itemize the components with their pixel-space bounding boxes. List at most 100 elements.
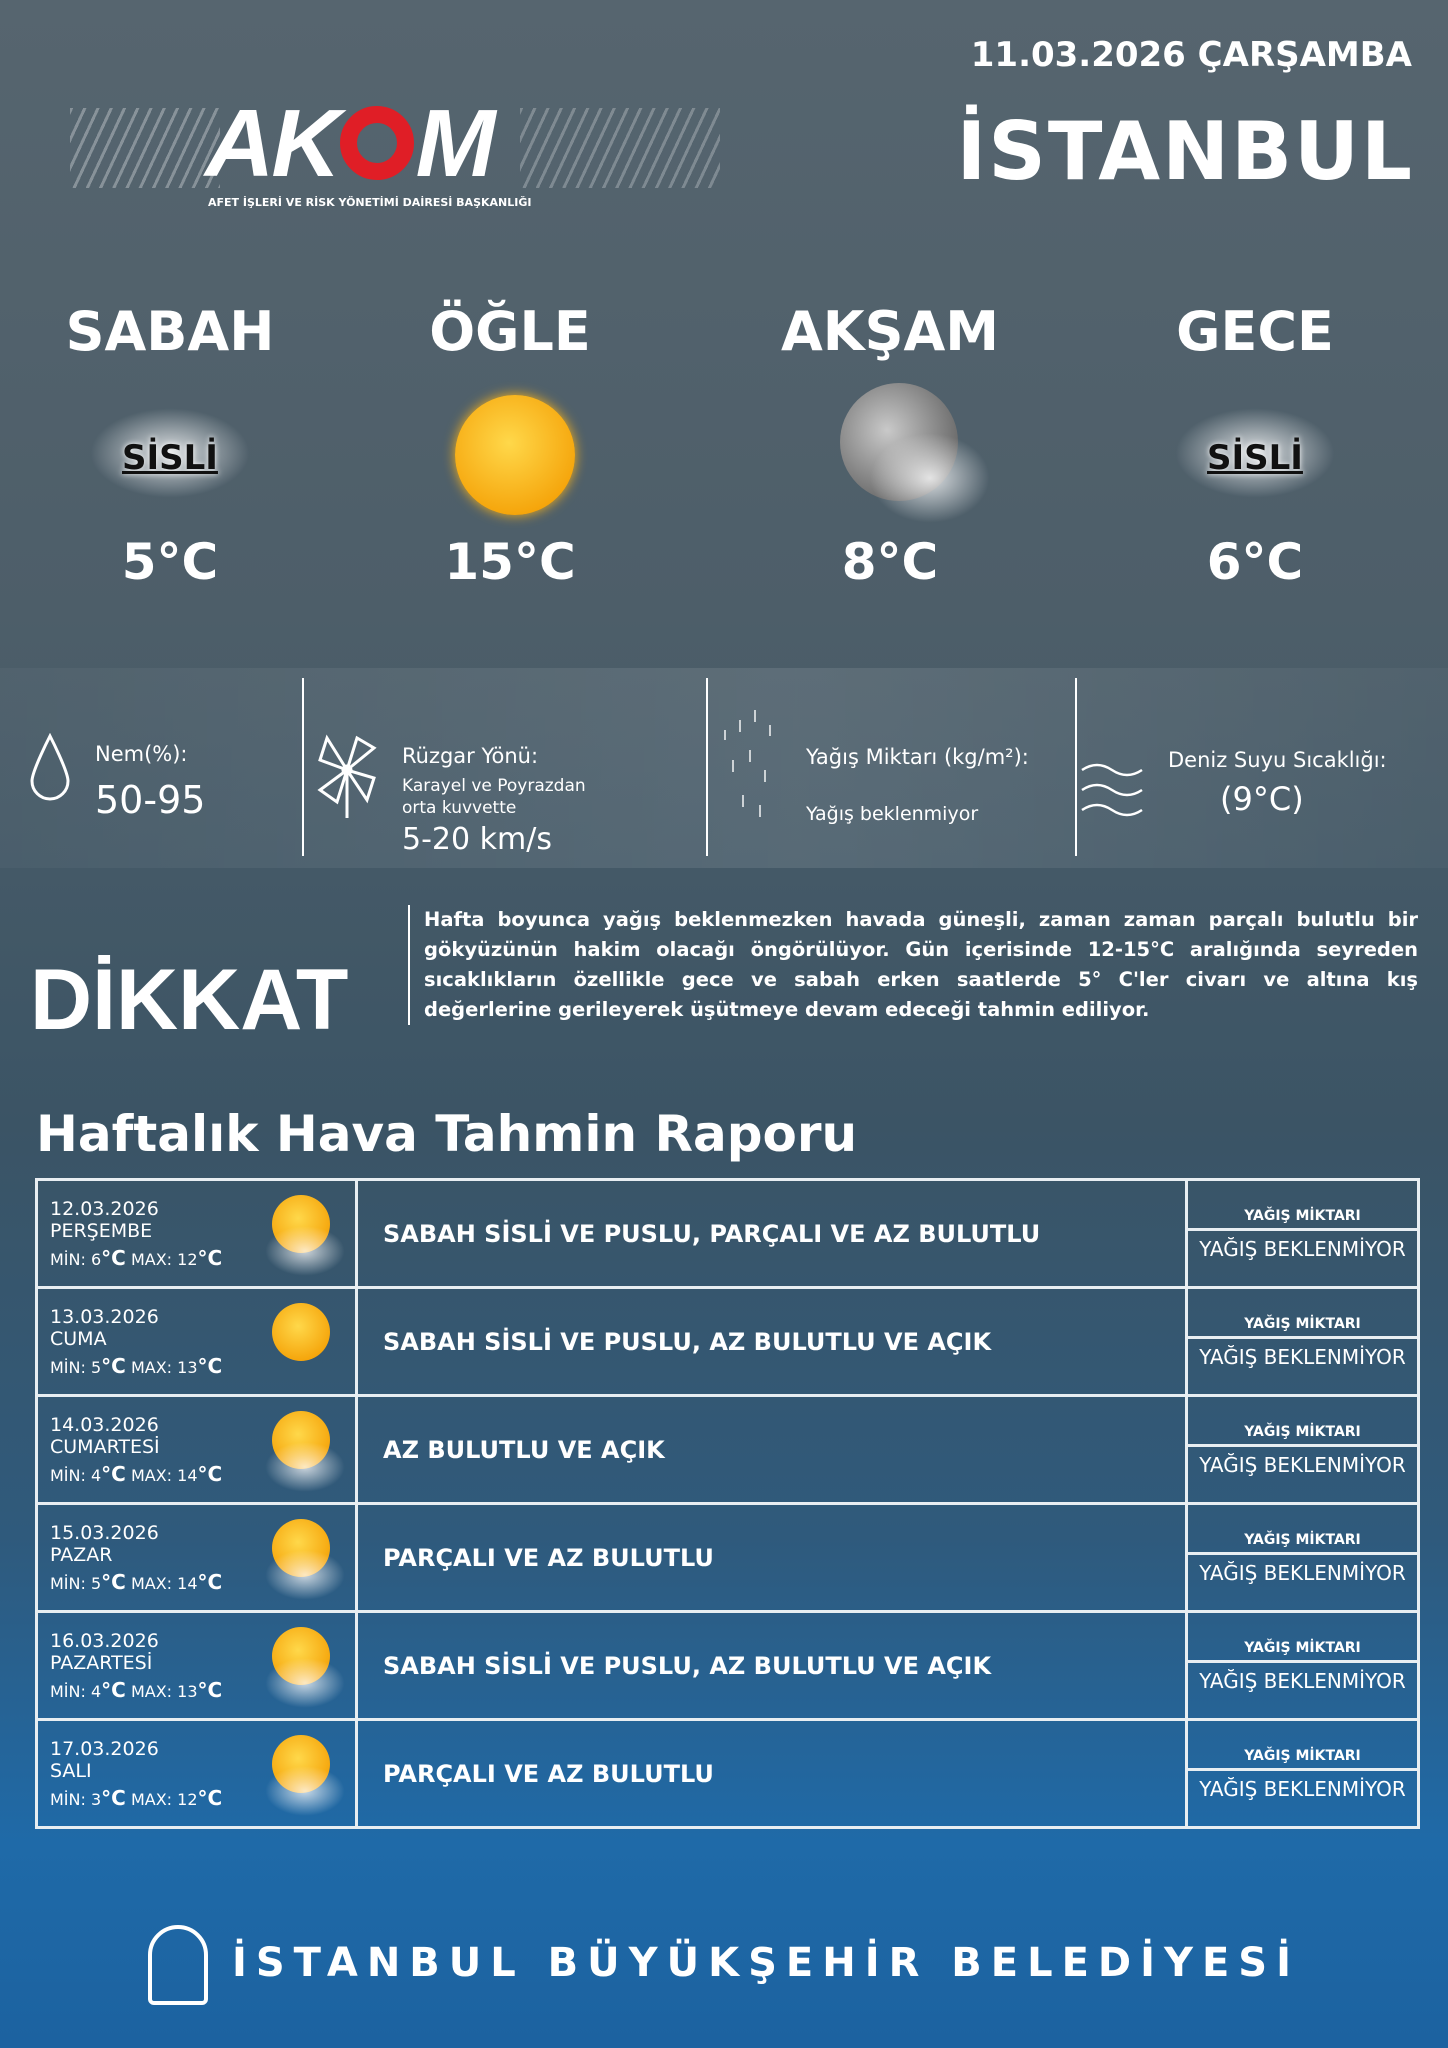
min-value: 3 [90, 1789, 102, 1809]
max-value: 13 [177, 1681, 198, 1701]
min-max: MİN: 3°C MAX: 12°C [50, 1786, 343, 1810]
forecast-description: SABAH SİSLİ VE PUSLU, PARÇALI VE AZ BULU… [355, 1178, 1188, 1289]
fog-icon: SİSLİ [1105, 363, 1405, 533]
cloud-shape [870, 433, 990, 523]
unit: °C [101, 1461, 126, 1486]
cloud-icon [265, 1442, 345, 1492]
min-label: MİN: [50, 1789, 86, 1809]
day-name: PAZAR [50, 1543, 113, 1566]
max-value: 13 [177, 1357, 198, 1377]
unit: °C [101, 1785, 126, 1810]
day-name: PAZARTESİ [50, 1651, 153, 1674]
wind-pinwheel-icon [317, 734, 377, 818]
day-cell: 17.03.2026 SALI MİN: 3°C MAX: 12°C [35, 1718, 358, 1829]
weekly-forecast-table: 12.03.2026 PERŞEMBE MİN: 6°C MAX: 12°C S… [35, 1178, 1420, 1829]
sun-icon [272, 1303, 330, 1361]
humidity-label: Nem(%): [95, 742, 188, 766]
period-title: GECE [1176, 300, 1334, 363]
ibb-logo-icon [147, 1925, 208, 2005]
day-cell: 16.03.2026 PAZARTESİ MİN: 4°C MAX: 13°C [35, 1610, 358, 1721]
rain-cell: YAĞIŞ MİKTARI YAĞIŞ BEKLENMİYOR [1185, 1610, 1420, 1721]
rain-header: YAĞIŞ MİKTARI [1188, 1201, 1417, 1231]
unit: °C [197, 1353, 223, 1378]
day-date: 14.03.2026 [50, 1413, 159, 1436]
unit: °C [197, 1245, 223, 1270]
min-label: MİN: [50, 1573, 86, 1593]
max-label: MAX: [130, 1573, 173, 1593]
min-label: MİN: [50, 1249, 86, 1269]
water-drop-icon [30, 733, 70, 801]
min-value: 5 [90, 1357, 102, 1377]
table-row: 16.03.2026 PAZARTESİ MİN: 4°C MAX: 13°C … [35, 1610, 1420, 1721]
min-value: 4 [90, 1465, 102, 1485]
unit: °C [197, 1461, 223, 1486]
day-date: 17.03.2026 [50, 1737, 159, 1760]
rain-header: YAĞIŞ MİKTARI [1188, 1741, 1417, 1771]
rain-value: YAĞIŞ BEKLENMİYOR [1199, 1344, 1406, 1369]
min-max: MİN: 4°C MAX: 13°C [50, 1678, 343, 1702]
period-2: AKŞAM 8°C [740, 300, 1040, 591]
max-value: 14 [177, 1465, 198, 1485]
unit: °C [197, 1569, 223, 1594]
info-strip [0, 668, 1448, 868]
rain-header: YAĞIŞ MİKTARI [1188, 1633, 1417, 1663]
rain-header: YAĞIŞ MİKTARI [1188, 1309, 1417, 1339]
forecast-description: AZ BULUTLU VE AÇIK [355, 1394, 1188, 1505]
min-max: MİN: 6°C MAX: 12°C [50, 1246, 343, 1270]
weekly-title: Haftalık Hava Tahmin Raporu [36, 1105, 858, 1163]
table-row: 14.03.2026 CUMARTESİ MİN: 4°C MAX: 14°C … [35, 1394, 1420, 1505]
min-max: MİN: 5°C MAX: 13°C [50, 1354, 343, 1378]
divider [302, 678, 304, 856]
day-name: PERŞEMBE [50, 1219, 153, 1242]
forecast-description: SABAH SİSLİ VE PUSLU, AZ BULUTLU VE AÇIK [355, 1286, 1188, 1397]
period-title: ÖĞLE [429, 300, 591, 363]
rain-value: YAĞIŞ BEKLENMİYOR [1199, 1452, 1406, 1477]
moon-cloud-icon [740, 363, 1040, 533]
divider [1075, 678, 1077, 856]
unit: °C [197, 1677, 223, 1702]
cloud-icon [265, 1226, 345, 1276]
rain-header: YAĞIŞ MİKTARI [1188, 1417, 1417, 1447]
wind-description: Karayel ve Poyrazdan orta kuvvette [402, 776, 586, 818]
day-date: 12.03.2026 [50, 1197, 159, 1220]
forecast-description: PARÇALI VE AZ BULUTLU [355, 1718, 1188, 1829]
period-temp: 8°C [841, 533, 939, 591]
period-1: ÖĞLE 15°C [360, 300, 660, 591]
unit: °C [197, 1785, 223, 1810]
akom-logo: AK M [205, 90, 496, 197]
min-value: 4 [90, 1681, 102, 1701]
max-label: MAX: [130, 1681, 173, 1701]
unit: °C [101, 1353, 126, 1378]
rain-cell: YAĞIŞ MİKTARI YAĞIŞ BEKLENMİYOR [1185, 1178, 1420, 1289]
day-date: 15.03.2026 [50, 1521, 159, 1544]
rain-value: YAĞIŞ BEKLENMİYOR [1199, 1668, 1406, 1693]
min-max: MİN: 5°C MAX: 14°C [50, 1570, 343, 1594]
sea-waves-icon [1081, 763, 1143, 817]
warning-text: Hafta boyunca yağış beklenmezken havada … [408, 905, 1418, 1025]
rain-value: Yağış beklenmiyor [806, 803, 979, 825]
report-date: 11.03.2026 ÇARŞAMBA [970, 35, 1412, 75]
rain-label: Yağış Miktarı (kg/m²): [806, 745, 1029, 769]
period-0: SABAH SİSLİ 5°C [20, 300, 320, 591]
period-temp: 6°C [1206, 533, 1304, 591]
min-value: 6 [90, 1249, 102, 1269]
fog-cloud [90, 408, 250, 498]
max-label: MAX: [130, 1789, 173, 1809]
cloud-icon [265, 1766, 345, 1816]
day-date: 13.03.2026 [50, 1305, 159, 1328]
rain-cell: YAĞIŞ MİKTARI YAĞIŞ BEKLENMİYOR [1185, 1394, 1420, 1505]
day-name: CUMA [50, 1327, 107, 1350]
min-max: MİN: 4°C MAX: 14°C [50, 1462, 343, 1486]
forecast-description: SABAH SİSLİ VE PUSLU, AZ BULUTLU VE AÇIK [355, 1610, 1188, 1721]
unit: °C [101, 1569, 126, 1594]
max-value: 12 [177, 1789, 198, 1809]
forecast-description: PARÇALI VE AZ BULUTLU [355, 1502, 1188, 1613]
max-value: 14 [177, 1573, 198, 1593]
day-cell: 14.03.2026 CUMARTESİ MİN: 4°C MAX: 14°C [35, 1394, 358, 1505]
table-row: 15.03.2026 PAZAR MİN: 5°C MAX: 14°C PARÇ… [35, 1502, 1420, 1613]
footer-text: İSTANBUL BÜYÜKŞEHİR BELEDİYESİ [231, 1940, 1300, 1986]
rain-value: YAĞIŞ BEKLENMİYOR [1199, 1236, 1406, 1261]
period-3: GECE SİSLİ 6°C [1105, 300, 1405, 591]
rain-cell: YAĞIŞ MİKTARI YAĞIŞ BEKLENMİYOR [1185, 1718, 1420, 1829]
rain-value: YAĞIŞ BEKLENMİYOR [1199, 1560, 1406, 1585]
